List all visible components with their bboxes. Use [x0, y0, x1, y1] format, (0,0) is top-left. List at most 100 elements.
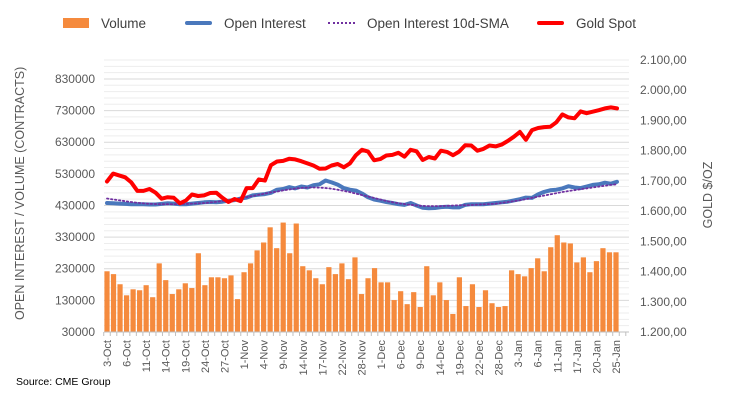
x-tick-label: 19-Oct — [180, 340, 192, 373]
volume-bar — [404, 304, 410, 332]
volume-bar — [202, 285, 208, 332]
open-interest-swatch-icon — [185, 21, 212, 25]
x-tick-label: 4-Nov — [259, 340, 271, 370]
volume-bar — [208, 277, 215, 332]
x-tick-label: 3-Oct — [102, 340, 114, 367]
gold-spot-line — [105, 105, 619, 206]
volume-bar — [587, 272, 593, 332]
volume-bar — [613, 252, 619, 332]
y-tick-label: 630000 — [55, 135, 95, 149]
volume-bar — [156, 263, 162, 332]
volume-bar — [352, 257, 358, 332]
volume-bar — [300, 266, 306, 332]
gold-spot-swatch-icon — [537, 21, 564, 25]
volume-bar — [476, 307, 482, 332]
volume-bar — [548, 247, 554, 332]
volume-bar — [319, 284, 325, 332]
y-tick-label: 530000 — [55, 167, 95, 181]
x-tick-label: 9-Nov — [278, 340, 290, 370]
left-y-axis: 30000 130000 230000 330000 430000 530000 63000… — [55, 72, 95, 339]
volume-bar — [450, 313, 456, 332]
x-tick-label: 22-Dec — [474, 340, 486, 376]
volume-bar — [241, 272, 247, 332]
y-tick-label: 730000 — [55, 104, 95, 118]
volume-bar — [358, 294, 365, 332]
x-tick-label: 28-Nov — [357, 340, 369, 376]
x-tick-label: 20-Jan — [591, 340, 603, 374]
x-axis: 3-Oct 6-Oct 11-Oct 14-Oct 19-Oct 24-Oct 27-Oct… — [102, 331, 629, 376]
legend-item-gold-spot: Gold Spot — [537, 10, 636, 36]
volume-bar — [580, 257, 586, 332]
x-tick-label: 25-Jan — [611, 340, 623, 374]
x-tick-label: 6-Jan — [533, 340, 545, 368]
volume-bar — [424, 266, 430, 332]
chart-legend: Volume Open Interest Open Interest 10d-S… — [0, 10, 735, 36]
x-tick-label: 28-Dec — [494, 340, 506, 376]
volume-bar — [489, 303, 495, 332]
volume-bar — [221, 278, 228, 332]
volume-bar — [267, 227, 273, 332]
volume-bar — [417, 307, 423, 332]
legend-label-gold-spot: Gold Spot — [576, 15, 637, 31]
volume-bar — [593, 261, 600, 332]
volume-bar — [437, 282, 443, 332]
volume-bar — [287, 253, 293, 332]
volume-bar — [495, 307, 502, 332]
volume-bar — [176, 289, 182, 332]
y-tick-label: 30000 — [62, 325, 96, 339]
volume-bar — [554, 235, 560, 332]
y2-tick-label: 1.200,00 — [640, 325, 687, 339]
y2-tick-label: 2.000,00 — [640, 83, 687, 97]
volume-bar — [110, 274, 117, 332]
volume-bar — [234, 299, 241, 332]
x-tick-label: 3-Jan — [513, 340, 525, 368]
x-tick-label: 1-Dec — [376, 340, 388, 370]
volume-bar — [463, 306, 469, 332]
volume-bar — [332, 274, 338, 332]
volume-bar — [430, 295, 436, 332]
legend-label-oi-sma: Open Interest 10d-SMA — [367, 15, 509, 31]
volume-swatch-icon — [63, 18, 89, 28]
legend-item-open-interest: Open Interest — [185, 10, 306, 36]
x-tick-label: 6-Oct — [122, 340, 134, 367]
oi-sma-swatch-icon — [328, 22, 355, 24]
volume-bar — [280, 222, 286, 332]
legend-item-oi-sma: Open Interest 10d-SMA — [328, 10, 509, 36]
y2-tick-label: 1.300,00 — [640, 295, 687, 309]
volume-bar — [561, 242, 567, 332]
y2-tick-label: 1.800,00 — [640, 144, 687, 158]
volume-bar — [574, 262, 580, 332]
volume-bar — [150, 297, 156, 332]
volume-bar — [313, 278, 319, 332]
volume-bar — [456, 277, 462, 332]
x-tick-label: 6-Dec — [396, 340, 408, 370]
y-tick-label: 230000 — [55, 262, 95, 276]
volume-bar — [123, 295, 130, 332]
volume-bar — [606, 252, 613, 332]
volume-bar — [254, 250, 260, 332]
volume-bar — [195, 253, 201, 332]
volume-bar — [274, 248, 280, 332]
y2-tick-label: 1.600,00 — [640, 204, 687, 218]
x-tick-label: 1-Nov — [239, 340, 251, 370]
volume-bar — [247, 263, 254, 332]
legend-item-volume: Volume — [63, 10, 146, 36]
legend-label-volume: Volume — [101, 15, 147, 31]
volume-bar — [567, 243, 573, 332]
y-tick-label: 130000 — [55, 293, 95, 307]
volume-bar — [163, 280, 169, 332]
volume-bar — [169, 294, 175, 332]
x-tick-label: 24-Oct — [200, 340, 212, 373]
volume-bar — [143, 285, 149, 332]
volume-bar — [365, 278, 371, 332]
volume-bar — [130, 289, 136, 332]
x-tick-label: 14-Dec — [435, 340, 447, 376]
x-tick-label: 9-Dec — [415, 340, 427, 370]
volume-bar — [443, 300, 449, 332]
y2-tick-label: 1.400,00 — [640, 265, 687, 279]
volume-bar — [515, 274, 521, 332]
x-tick-label: 11-Oct — [141, 340, 153, 372]
volume-bar — [600, 248, 606, 332]
y2-tick-label: 2.100,00 — [640, 53, 687, 67]
